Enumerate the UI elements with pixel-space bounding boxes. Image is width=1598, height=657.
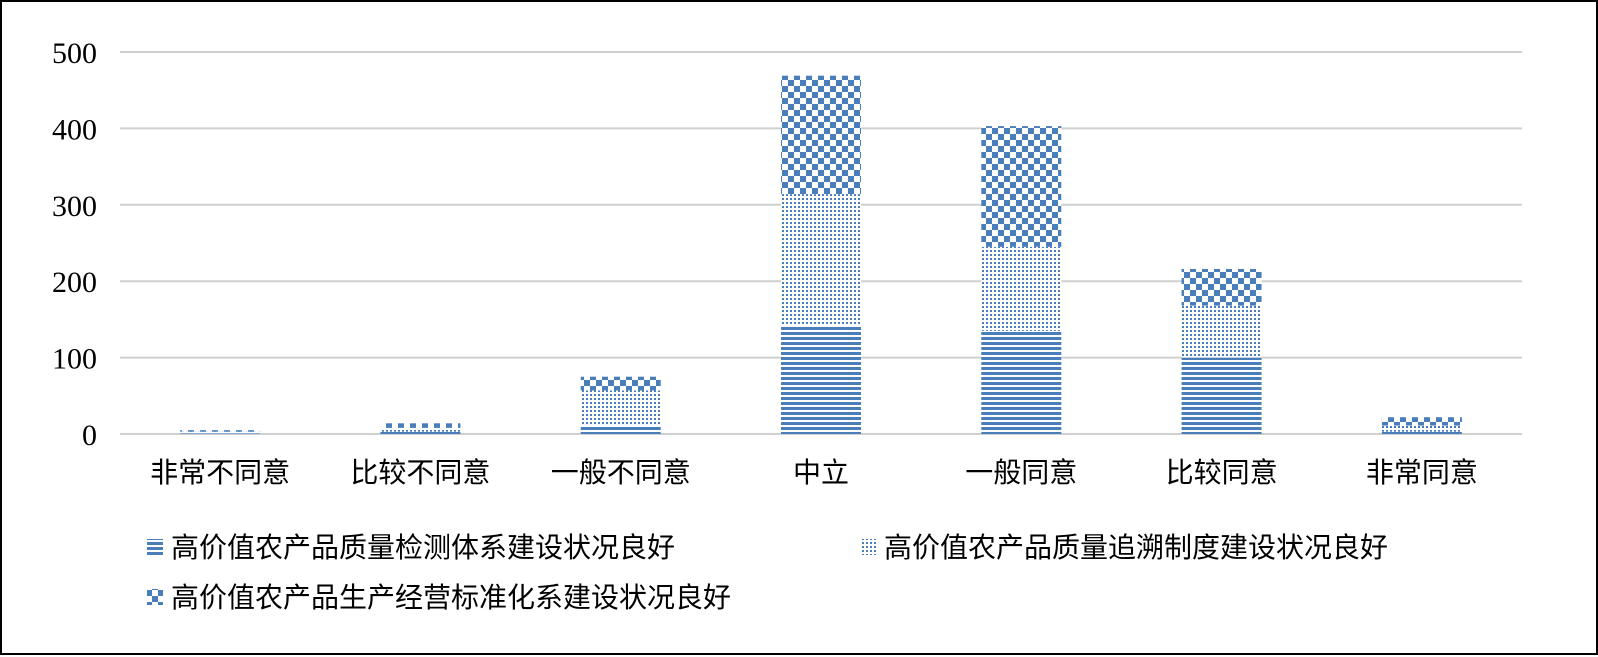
x-category-label: 非常不同意 xyxy=(150,456,290,489)
bar-segment xyxy=(981,246,1062,331)
legend-label: 高价值农产品质量追溯制度建设状况良好 xyxy=(884,531,1388,564)
bar-segment xyxy=(1381,425,1462,432)
bars xyxy=(180,75,1462,434)
x-axis-category-labels: 非常不同意 比较不同意 一般不同意 中立 一般同意 比较同意 非常同意 xyxy=(150,456,1478,489)
y-tick-label: 400 xyxy=(52,113,97,146)
legend-swatch xyxy=(147,589,163,605)
bar-segment xyxy=(781,194,861,326)
bar-segment xyxy=(380,431,461,434)
bar-segment xyxy=(781,325,861,434)
bar-segment xyxy=(580,390,661,425)
bar-segment xyxy=(1181,357,1262,434)
y-tick-label: 100 xyxy=(52,343,97,376)
x-category-label: 非常同意 xyxy=(1366,456,1478,489)
y-axis-tick-labels: 0 100 200 300 400 500 xyxy=(52,37,97,452)
legend-swatch xyxy=(147,539,163,555)
bar-segment xyxy=(180,430,261,432)
x-category-label: 一般同意 xyxy=(965,456,1077,489)
bar-segment xyxy=(781,75,861,195)
bar-segment xyxy=(1181,268,1262,306)
bar-segment xyxy=(580,376,661,391)
bar-segment xyxy=(981,126,1062,247)
legend-swatch xyxy=(860,539,876,555)
x-category-label: 比较同意 xyxy=(1166,456,1278,489)
y-tick-label: 500 xyxy=(52,37,97,70)
legend-label: 高价值农产品生产经营标准化系建设状况良好 xyxy=(171,581,731,614)
bar-segment xyxy=(380,427,461,432)
legend: 高价值农产品质量检测体系建设状况良好 高价值农产品质量追溯制度建设状况良好高价值农… xyxy=(147,531,1388,614)
bar-segment xyxy=(1381,417,1462,426)
legend-label: 高价值农产品质量检测体系建设状况良好 xyxy=(171,531,675,564)
bar-segment xyxy=(981,330,1062,434)
bar-segment xyxy=(380,423,461,428)
y-tick-label: 300 xyxy=(52,190,97,223)
bar-segment xyxy=(180,433,261,434)
bar-segment xyxy=(180,431,261,434)
x-category-label: 比较不同意 xyxy=(350,456,490,489)
bar-segment xyxy=(580,424,661,434)
x-category-label: 一般不同意 xyxy=(551,456,691,489)
y-tick-label: 200 xyxy=(52,266,97,299)
x-category-label: 中立 xyxy=(793,456,849,489)
bar-segment xyxy=(1181,305,1262,358)
bar-segment xyxy=(1381,431,1462,434)
y-tick-label: 0 xyxy=(82,419,97,452)
